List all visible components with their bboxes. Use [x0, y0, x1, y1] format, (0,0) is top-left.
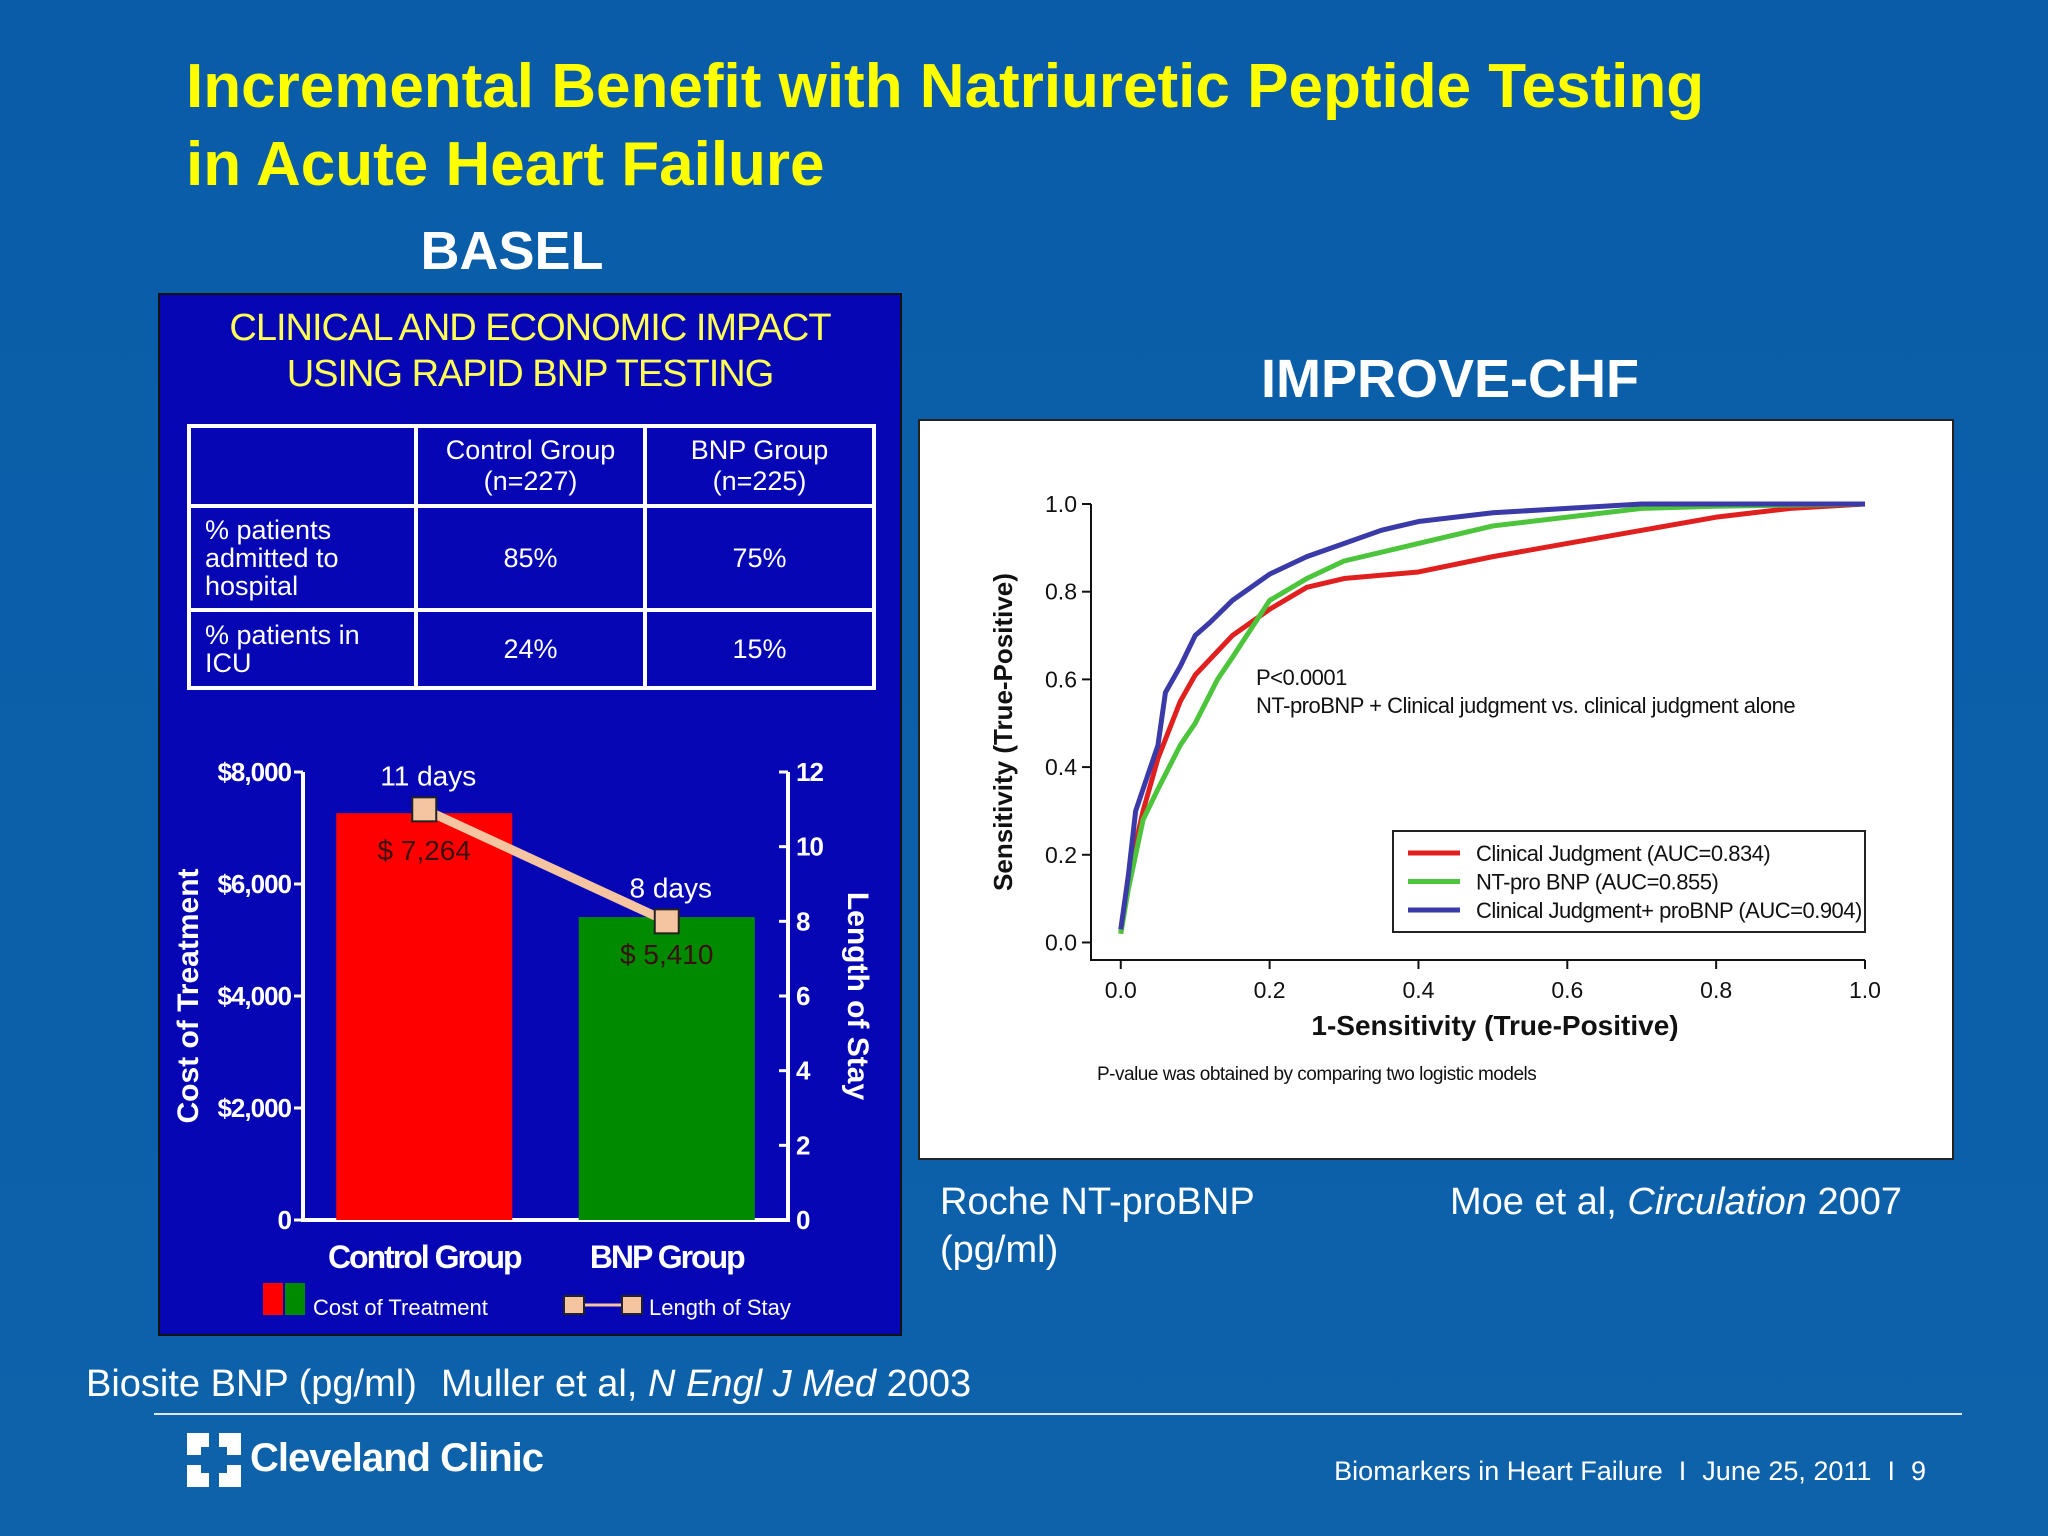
assay-note: Biosite BNP (pg/ml) — [86, 1363, 417, 1405]
citation-text: Muller et al, — [441, 1363, 648, 1405]
roc-chart: 0.0 0.2 0.4 0.6 0.8 1.0 0.0 0.2 0.4 0.6 0.8 1.0 Sens… — [988, 491, 1881, 1085]
legend-label: NT-pro BNP (AUC=0.855) — [1476, 870, 1718, 895]
citation: Muller et al, N Engl J Med 2003 — [441, 1360, 971, 1408]
bar-chart: 0 $2,000 $4,000 $6,000 $8,000 0 2 4 6 8 10 12 Cost o… — [172, 757, 874, 1320]
basel-panel: CLINICAL AND ECONOMIC IMPACT USING RAPID… — [158, 293, 902, 1336]
footer-separator: I — [1678, 1456, 1687, 1486]
legend-label: Length of Stay — [649, 1295, 791, 1320]
citation-text: Moe et al, — [1450, 1181, 1628, 1223]
y-tick-label: $2,000 — [217, 1093, 291, 1123]
y-tick-label: $8,000 — [217, 757, 291, 787]
citation-journal: N Engl J Med — [647, 1363, 877, 1405]
table-cell: 15% — [643, 608, 876, 690]
y2-tick-label: 2 — [796, 1130, 810, 1160]
y-tick-label: 0.8 — [1045, 579, 1077, 605]
x-tick-label: 0.8 — [1700, 977, 1732, 1003]
citation-journal: Circulation — [1627, 1181, 1807, 1223]
citation-text: 2003 — [876, 1363, 972, 1405]
marker — [653, 908, 680, 935]
legend-label: Cost of Treatment — [313, 1295, 488, 1320]
axes — [301, 772, 790, 1222]
bar — [336, 813, 513, 1220]
slide-title: Incremental Benefit with Natriuretic Pep… — [186, 52, 1705, 199]
table-header: Control Group (n=227) — [414, 424, 647, 508]
table-header: BNP Group (n=225) — [643, 424, 876, 508]
value-label: 11 days — [380, 760, 476, 791]
y-tick-label: 0.6 — [1045, 666, 1077, 692]
y2-tick-label: 8 — [796, 906, 810, 936]
table-corner — [187, 424, 418, 508]
footnote: P-value was obtained by comparing two lo… — [1097, 1064, 1536, 1085]
panel-title: CLINICAL AND ECONOMIC IMPACT USING RAPID… — [229, 307, 831, 395]
roc-line — [1118, 501, 1866, 935]
assay-note: Roche NT-proBNP (pg/ml) — [940, 1181, 1255, 1271]
table-cell: 85% — [414, 504, 647, 612]
x-tick-label: 0.0 — [1105, 977, 1137, 1003]
value-label: $ 5,410 — [620, 939, 713, 970]
row-header: % patients admitted to hospital — [187, 504, 418, 612]
value-label: 8 days — [630, 872, 713, 903]
value-label: $ 7,264 — [378, 835, 471, 866]
citation: Moe et al, Circulation 2007 — [1450, 1178, 1902, 1226]
y-tick-label: 1.0 — [1045, 491, 1077, 517]
x-tick-label: Control Group — [328, 1239, 522, 1275]
y-tick-label: $4,000 — [217, 981, 291, 1011]
x-tick-label: 0.2 — [1254, 977, 1286, 1003]
y-axis-title: Cost of Treatment — [172, 868, 205, 1123]
x-tick-label: 1.0 — [1849, 977, 1881, 1003]
results-table: Control Group (n=227) BNP Group (n=225) … — [187, 424, 876, 690]
table-cell: 75% — [643, 504, 876, 612]
y-axis-title: Sensitivity (True-Positive) — [988, 573, 1018, 891]
y-tick-label: 0 — [278, 1205, 292, 1235]
legend-swatch — [263, 1283, 283, 1315]
row-header: % patients in ICU — [187, 608, 418, 690]
footer-separator: I — [1887, 1456, 1895, 1486]
y-tick-label: 0.2 — [1045, 842, 1077, 868]
bar — [578, 917, 755, 1220]
line — [422, 805, 669, 926]
logo-text: Cleveland Clinic — [250, 1436, 544, 1480]
y2-tick-label: 12 — [796, 757, 823, 787]
axes — [1090, 504, 1865, 961]
y2-tick-label: 0 — [796, 1205, 810, 1235]
table-cell: 24% — [414, 608, 647, 690]
roc-line — [1118, 501, 1865, 930]
legend-swatch — [285, 1283, 305, 1315]
legend-box — [1392, 830, 1866, 933]
x-tick-label: BNP Group — [590, 1239, 745, 1275]
x-tick-label: 0.6 — [1551, 977, 1583, 1003]
legend-label: Clinical Judgment (AUC=0.834) — [1476, 841, 1770, 866]
y-tick-label: 0.0 — [1045, 929, 1077, 955]
legend-label: Clinical Judgment+ proBNP (AUC=0.904) — [1476, 898, 1862, 923]
y-tick-label: $6,000 — [217, 869, 291, 899]
footer-rule — [154, 1413, 1962, 1415]
right-heading: IMPROVE-CHF — [1261, 349, 1639, 409]
x-axis-title: 1-Sensitivity (True-Positive) — [1311, 1010, 1678, 1041]
logo-icon — [187, 1433, 241, 1487]
annotation: P<0.0001 — [1256, 665, 1347, 690]
annotation: NT-proBNP + Clinical judgment vs. clinic… — [1256, 693, 1795, 718]
y2-tick-label: 4 — [796, 1056, 811, 1086]
citation-text: 2007 — [1806, 1181, 1903, 1223]
roc-line — [1118, 501, 1866, 935]
left-heading: BASEL — [420, 221, 604, 281]
legend-marker — [621, 1295, 643, 1315]
y-tick-label: 0.4 — [1045, 754, 1077, 780]
y2-tick-label: 10 — [796, 832, 823, 862]
marker — [411, 796, 438, 823]
footer-page: 9 — [1910, 1456, 1926, 1486]
legend-marker — [563, 1295, 585, 1315]
footer: Biomarkers in Heart Failure I June 25, 201… — [1326, 1456, 1934, 1487]
footer-date: June 25, 2011 — [1702, 1456, 1872, 1486]
footer-topic: Biomarkers in Heart Failure — [1334, 1456, 1663, 1486]
x-tick-label: 0.4 — [1402, 977, 1434, 1003]
y2-axis-title: Length of Stay — [841, 892, 874, 1101]
y2-tick-label: 6 — [796, 981, 810, 1011]
